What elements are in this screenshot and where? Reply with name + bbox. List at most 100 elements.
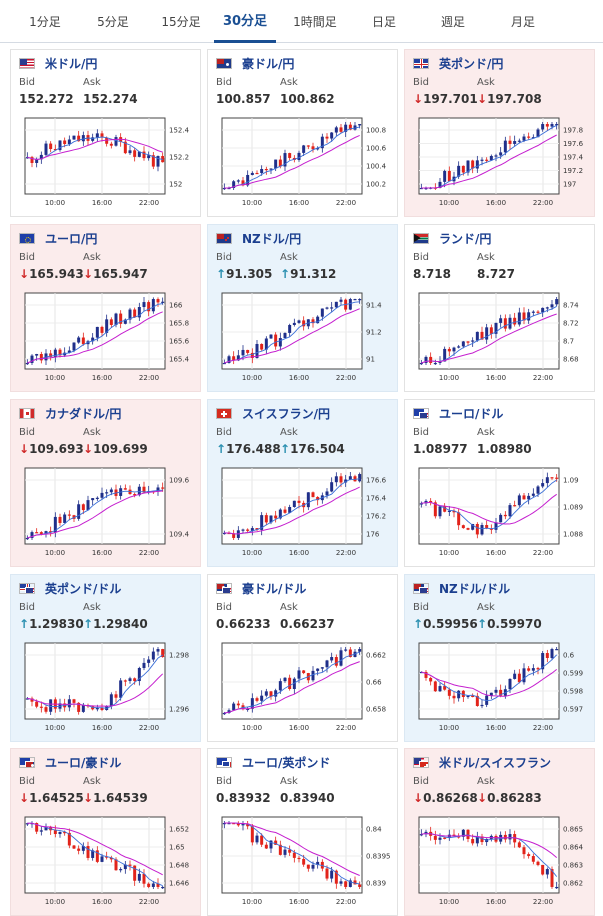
candle-body xyxy=(513,317,517,325)
bid-label: Bid xyxy=(413,77,429,88)
bid-label: Bid xyxy=(216,252,232,263)
tab-3[interactable]: 15分足 xyxy=(161,15,201,29)
candle-body xyxy=(58,516,62,523)
candle-body xyxy=(222,362,226,365)
candle-body xyxy=(334,657,338,666)
rate-card[interactable]: NZドル/円 Bid Ask ↑91.305 ↑91.312 10:00 16:00 22:0… xyxy=(207,224,398,392)
mini-candlestick-chart[interactable]: 10:00 16:00 22:00 166 165.8 165.6 165.4 xyxy=(17,287,195,387)
rate-card[interactable]: 豪ドル/円 Bid Ask 100.857 100.862 10:00 16:00 22:00… xyxy=(207,49,398,217)
tab-6[interactable]: 日足 xyxy=(371,15,396,29)
rate-card[interactable]: ユーロ/英ポンド Bid Ask 0.83932 0.83940 10:00 16:00 22… xyxy=(207,748,398,916)
rate-card[interactable]: 米ドル/スイスフラン Bid Ask ↓0.86268 ↓0.86283 10:00 16:… xyxy=(404,748,595,916)
y-tick-label: 152 xyxy=(169,181,182,189)
moving-average-line xyxy=(27,673,164,707)
za-flag-icon xyxy=(413,233,429,244)
mini-candlestick-chart[interactable]: 10:00 16:00 22:00 91.4 91.2 91 xyxy=(214,287,392,387)
candle-body xyxy=(438,506,442,517)
mini-candlestick-chart[interactable]: 10:00 16:00 22:00 1.652 1.65 1.648 1.646 xyxy=(17,811,195,911)
y-tick-label: 0.598 xyxy=(563,688,583,696)
candle-body xyxy=(555,299,559,305)
ask-label: Ask xyxy=(477,252,495,263)
x-tick-label: 16:00 xyxy=(92,549,112,557)
mini-candlestick-chart[interactable]: 10:00 16:00 22:00 100.8 100.6 100.4 100.2 xyxy=(214,112,392,212)
mini-candlestick-chart[interactable]: 10:00 16:00 22:00 152.4 152.2 152 xyxy=(17,112,195,212)
tab-4[interactable]: 30分足 xyxy=(214,0,276,43)
ask-label: Ask xyxy=(477,77,495,88)
rate-card[interactable]: 豪ドル/ドル Bid Ask 0.66233 0.66237 10:00 16:00 22:0… xyxy=(207,574,398,742)
x-tick-label: 10:00 xyxy=(439,374,459,382)
tab-8[interactable]: 月足 xyxy=(510,15,535,29)
candle-body xyxy=(246,174,250,186)
tab-1[interactable]: 1分足 xyxy=(29,15,61,29)
x-tick-label: 22:00 xyxy=(533,724,553,732)
currency-pair-name[interactable]: 豪ドル/ドル xyxy=(242,582,307,596)
currency-pair-name[interactable]: カナダドル/円 xyxy=(45,407,122,421)
currency-pair-name[interactable]: ユーロ/円 xyxy=(45,232,98,246)
candle-body xyxy=(522,136,526,141)
candle-body xyxy=(447,170,451,182)
candle-body xyxy=(545,124,549,127)
tab-7[interactable]: 週足 xyxy=(440,15,465,29)
currency-pair-name[interactable]: 英ポンド/ドル xyxy=(45,582,122,596)
mini-candlestick-chart[interactable]: 10:00 16:00 22:00 197.8 197.6 197.4 197.2 197 xyxy=(411,112,589,212)
x-tick-label: 16:00 xyxy=(486,724,506,732)
mini-candlestick-chart[interactable]: 10:00 16:00 22:00 8.74 8.72 8.7 8.68 xyxy=(411,287,589,387)
rate-card[interactable]: スイスフラン/円 Bid Ask ↑176.488 ↑176.504 10:00 16:00… xyxy=(207,399,398,567)
candle-body xyxy=(424,831,428,835)
rate-card[interactable]: 米ドル/円 Bid Ask 152.272 152.274 10:00 16:00 22:00… xyxy=(10,49,201,217)
candle-body xyxy=(109,694,113,707)
mini-candlestick-chart[interactable]: 10:00 16:00 22:00 109.6 109.4 xyxy=(17,462,195,562)
mini-candlestick-chart[interactable]: 10:00 16:00 22:00 1.298 1.296 xyxy=(17,637,195,737)
rate-card[interactable]: ユーロ/豪ドル Bid Ask ↓1.64525 ↓1.64539 10:00 16:00 2… xyxy=(10,748,201,916)
currency-pair-name[interactable]: 米ドル/スイスフラン xyxy=(439,756,552,770)
bid-value: ↓0.86268 xyxy=(413,791,478,805)
rate-card[interactable]: カナダドル/円 Bid Ask ↓109.693 ↓109.699 10:00 16:00 2… xyxy=(10,399,201,567)
candle-body xyxy=(114,137,118,146)
candle-body xyxy=(147,155,151,159)
bid-value: 1.08977 xyxy=(413,442,468,456)
mini-candlestick-chart[interactable]: 10:00 16:00 22:00 0.6 0.599 0.598 0.597 xyxy=(411,637,589,737)
rate-card[interactable]: ユーロ/ドル Bid Ask 1.08977 1.08980 10:00 16:00 22:0… xyxy=(404,399,595,567)
y-tick-label: 0.839 xyxy=(366,880,386,888)
candle-body xyxy=(339,127,343,132)
mini-candlestick-chart[interactable]: 10:00 16:00 22:00 176.6 176.4 176.2 176 xyxy=(214,462,392,562)
rate-card[interactable]: ユーロ/円 Bid Ask ↓165.943 ↓165.947 10:00 16:00 22:… xyxy=(10,224,201,392)
bid-label: Bid xyxy=(19,252,35,263)
currency-pair-name[interactable]: NZドル/円 xyxy=(242,232,302,246)
candle-body xyxy=(461,690,465,698)
currency-pair-name[interactable]: NZドル/ドル xyxy=(439,582,511,596)
tab-5[interactable]: 1時間足 xyxy=(293,15,337,29)
ask-value: 0.83940 xyxy=(280,791,335,805)
rate-card[interactable]: 英ポンド/円 Bid Ask ↓197.701 ↓197.708 10:00 16:00 22… xyxy=(404,49,595,217)
mini-candlestick-chart[interactable]: 10:00 16:00 22:00 0.865 0.864 0.863 0.862 xyxy=(411,811,589,911)
currency-pair-name[interactable]: ユーロ/豪ドル xyxy=(45,756,122,770)
x-tick-label: 10:00 xyxy=(242,374,262,382)
candle-body xyxy=(25,362,29,365)
candle-body xyxy=(531,137,535,139)
currency-pair-name[interactable]: ユーロ/ドル xyxy=(439,407,504,421)
currency-pair-name[interactable]: 米ドル/円 xyxy=(45,57,98,71)
ask-value: ↓0.86283 xyxy=(477,791,542,805)
candle-body xyxy=(503,834,507,840)
candle-body xyxy=(264,338,268,350)
mini-candlestick-chart[interactable]: 10:00 16:00 22:00 0.84 0.8395 0.839 xyxy=(214,811,392,911)
currency-pair-name[interactable]: ユーロ/英ポンド xyxy=(242,756,331,770)
mini-candlestick-chart[interactable]: 10:00 16:00 22:00 0.662 0.66 0.658 xyxy=(214,637,392,737)
currency-pair-name[interactable]: 英ポンド/円 xyxy=(439,57,504,71)
chart-plot-area xyxy=(24,642,166,720)
currency-pair-name[interactable]: スイスフラン/円 xyxy=(242,407,331,421)
currency-pair-name[interactable]: ランド/円 xyxy=(439,232,492,246)
moving-average-line xyxy=(27,654,163,709)
x-tick-label: 22:00 xyxy=(336,374,356,382)
candle-body xyxy=(330,307,334,309)
rate-card[interactable]: 英ポンド/ドル Bid Ask ↑1.29830 ↑1.29840 10:00 16:00 2… xyxy=(10,574,201,742)
candle-body xyxy=(306,145,310,147)
rate-card[interactable]: NZドル/ドル Bid Ask ↑0.59956 ↑0.59970 10:00 16:00 2… xyxy=(404,574,595,742)
tab-2[interactable]: 5分足 xyxy=(97,15,129,29)
y-tick-label: 1.088 xyxy=(563,531,583,539)
mini-candlestick-chart[interactable]: 10:00 16:00 22:00 1.09 1.089 1.088 xyxy=(411,462,589,562)
candle-body xyxy=(269,334,273,339)
rate-card[interactable]: ランド/円 Bid Ask 8.718 8.727 10:00 16:00 22:00 8.74… xyxy=(404,224,595,392)
currency-pair-name[interactable]: 豪ドル/円 xyxy=(242,57,295,71)
candle-body xyxy=(288,153,292,158)
